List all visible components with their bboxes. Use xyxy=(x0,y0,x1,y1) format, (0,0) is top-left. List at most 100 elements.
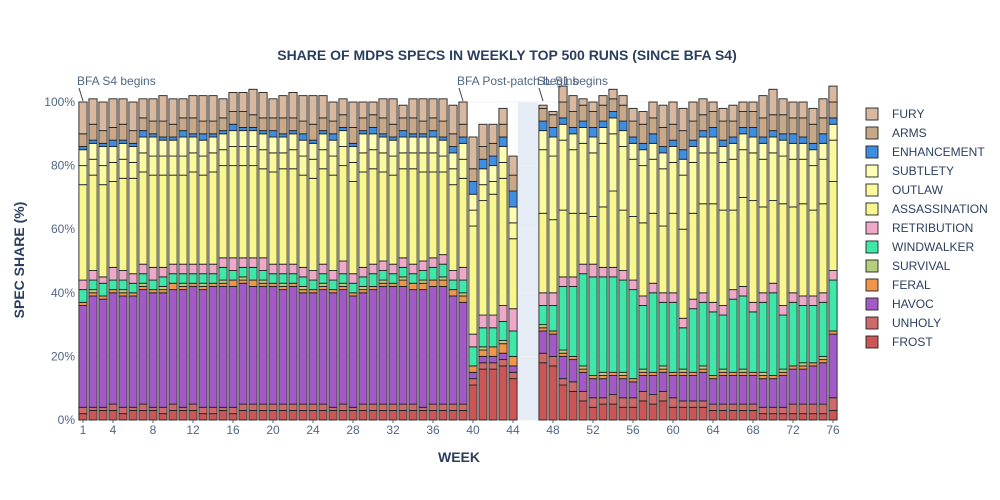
bar-segment-assassination xyxy=(548,219,558,294)
bar-segment-outlaw xyxy=(508,222,518,240)
bar-segment-fury xyxy=(598,95,608,106)
bar-segment-assassination xyxy=(538,212,548,294)
bar-segment-retribution xyxy=(358,266,368,278)
bar-segment-frost xyxy=(548,365,558,421)
bar-segment-windwalker xyxy=(718,314,728,370)
bar-segment-feral xyxy=(618,375,628,380)
bar-segment-frost xyxy=(558,384,568,421)
legend-swatch-outlaw xyxy=(865,183,879,197)
bar-segment-fury xyxy=(798,101,808,119)
bar-segment-subtlety xyxy=(618,130,628,147)
bar-segment-unholy xyxy=(358,403,368,411)
bar-segment-feral xyxy=(628,378,638,383)
bar-segment-havoc xyxy=(568,359,578,383)
bar-segment-survival xyxy=(758,371,768,376)
bar-segment-retribution xyxy=(478,314,488,329)
bar-segment-unholy xyxy=(558,378,568,386)
legend-label-feral: FERAL xyxy=(892,278,931,292)
bar-segment-survival xyxy=(478,346,488,351)
bar-segment-feral xyxy=(288,282,298,287)
bar-segment-unholy xyxy=(788,403,798,415)
bar-segment-feral xyxy=(108,289,118,294)
bar-segment-feral xyxy=(578,368,588,373)
legend-label-unholy: UNHOLY xyxy=(892,316,941,330)
bar-segment-feral xyxy=(458,295,468,303)
bar-segment-arms xyxy=(638,123,648,144)
bar-segment-survival xyxy=(738,368,748,373)
bar-segment-arms xyxy=(588,111,598,128)
bar-segment-havoc xyxy=(678,375,688,402)
bar-segment-feral xyxy=(188,282,198,287)
bar-segment-subtlety xyxy=(468,193,478,211)
bar-segment-survival xyxy=(418,279,428,284)
bar-segment-havoc xyxy=(728,375,738,405)
bar-segment-outlaw xyxy=(768,152,778,202)
bar-segment-subtlety xyxy=(798,142,808,160)
x-tick-label: 4 xyxy=(110,423,117,437)
bar-segment-fury xyxy=(568,95,578,112)
bar-segment-fury xyxy=(408,98,418,119)
bar-segment-outlaw xyxy=(658,168,668,227)
bar-segment-havoc xyxy=(288,285,298,405)
bar-segment-frost xyxy=(138,410,148,421)
bar-segment-frost xyxy=(468,384,478,421)
bar-segment-unholy xyxy=(818,403,828,415)
bar-segment-unholy xyxy=(628,397,638,408)
bar-segment-assassination xyxy=(828,181,838,271)
bar-segment-retribution xyxy=(128,273,138,284)
bar-segment-subtlety xyxy=(718,146,728,163)
bar-segment-enhancement xyxy=(218,130,228,135)
bar-segment-feral xyxy=(748,371,758,376)
bar-segment-arms xyxy=(168,123,178,138)
bar-segment-survival xyxy=(378,279,388,284)
bar-segment-unholy xyxy=(278,403,288,411)
bar-segment-fury xyxy=(458,101,468,125)
bar-segment-unholy xyxy=(588,397,598,408)
bar-segment-arms xyxy=(478,146,488,160)
bar-segment-frost xyxy=(758,413,768,421)
bar-segment-windwalker xyxy=(378,270,388,281)
bar-segment-feral xyxy=(738,371,748,376)
bar-segment-outlaw xyxy=(398,152,408,170)
bar-segment-outlaw xyxy=(748,152,758,202)
bar-segment-survival xyxy=(618,371,628,376)
bar-segment-unholy xyxy=(238,403,248,411)
bar-segment-arms xyxy=(758,117,768,138)
bar-segment-enhancement xyxy=(488,155,498,167)
bar-segment-enhancement xyxy=(788,133,798,144)
bar-segment-unholy xyxy=(138,403,148,411)
bar-segment-enhancement xyxy=(658,146,668,154)
bar-segment-enhancement xyxy=(238,126,248,132)
bar-segment-fury xyxy=(198,95,208,122)
bar-segment-windwalker xyxy=(758,301,768,373)
bar-segment-havoc xyxy=(598,378,608,399)
bar-segment-fury xyxy=(328,101,338,122)
x-tick-label: 76 xyxy=(826,423,840,437)
bar-segment-windwalker xyxy=(228,270,238,281)
bar-segment-windwalker xyxy=(568,285,578,357)
bar-segment-feral xyxy=(338,285,348,291)
y-tick-label: 60% xyxy=(51,222,75,236)
bar-segment-unholy xyxy=(108,403,118,411)
bar-segment-enhancement xyxy=(278,133,288,138)
bar-segment-arms xyxy=(118,123,128,141)
bar-segment-havoc xyxy=(458,301,468,405)
bar-segment-fury xyxy=(778,98,788,116)
bar-segment-retribution xyxy=(628,279,638,291)
bar-segment-arms xyxy=(288,117,298,132)
bar-segment-windwalker xyxy=(788,301,798,367)
bar-segment-arms xyxy=(268,117,278,132)
bar-segment-unholy xyxy=(718,403,728,411)
bar-segment-havoc xyxy=(208,285,218,408)
bar-segment-fury xyxy=(248,88,258,116)
bar-segment-frost xyxy=(368,410,378,421)
bar-segment-havoc xyxy=(348,295,358,408)
bar-segment-frost xyxy=(128,410,138,421)
bar-segment-feral xyxy=(358,289,368,294)
bar-segment-frost xyxy=(198,413,208,421)
bar-segment-retribution xyxy=(78,279,88,291)
bar-segment-assassination xyxy=(808,209,818,297)
bar-segment-unholy xyxy=(188,403,198,411)
bar-segment-outlaw xyxy=(378,152,388,173)
bar-segment-feral xyxy=(678,371,688,376)
